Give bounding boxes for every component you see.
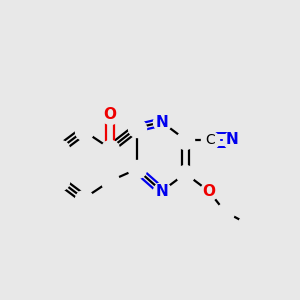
Text: C: C xyxy=(206,133,215,147)
Text: N: N xyxy=(155,115,168,130)
Text: O: O xyxy=(202,184,215,199)
Text: N: N xyxy=(226,132,239,147)
Text: O: O xyxy=(104,107,117,122)
Text: N: N xyxy=(155,184,168,199)
